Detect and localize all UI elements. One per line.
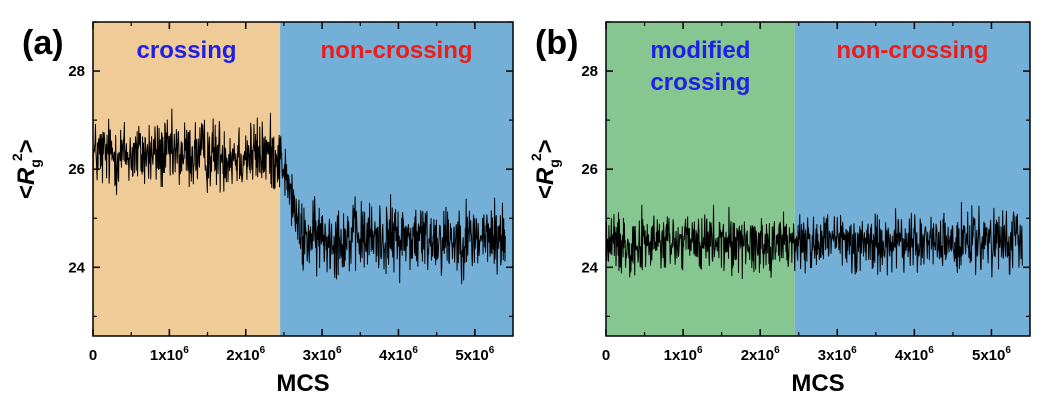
region-background-0	[606, 22, 795, 336]
x-axis-title: MCS	[791, 370, 844, 397]
region-background-1	[794, 22, 1030, 336]
y-tick-label: 28	[581, 63, 598, 80]
x-tick-label: 5x106	[455, 345, 494, 364]
x-tick-label: 3x106	[303, 345, 342, 364]
region-background-0	[93, 22, 281, 336]
y-axis-title: <Rg2>	[9, 139, 43, 199]
region-label: non-crossing	[321, 37, 473, 64]
chart-panel-b: 0 1x106 2x106 3x106 4x106 5x106 24 26 28 modified…	[528, 21, 1031, 397]
region-background-1	[280, 22, 513, 336]
plot-frame	[92, 21, 514, 337]
y-tick-label: 28	[68, 63, 85, 80]
x-tick-label: 2x106	[226, 345, 265, 364]
x-tick-label: 4x106	[895, 345, 934, 364]
x-tick-label: 3x106	[818, 345, 857, 364]
y-tick-label: 26	[68, 161, 85, 178]
chart-panel-a: 0 1x106 2x106 3x106 4x106 5x106 24 26 28 crossing…	[9, 21, 514, 397]
series-line-0	[605, 201, 1023, 280]
x-tick-label: 0	[89, 347, 97, 364]
y-tick-label: 24	[68, 259, 85, 276]
x-tick-label: 1x106	[150, 345, 189, 364]
panel-label: (b)	[535, 24, 578, 62]
y-axis-title: <Rg2>	[528, 139, 562, 199]
region-label: non-crossing	[836, 37, 988, 64]
x-tick-label: 0	[602, 347, 610, 364]
x-axis-title: MCS	[276, 370, 329, 397]
series-line-0	[92, 108, 506, 285]
region-label: modified crossing	[650, 37, 750, 96]
panel-label: (a)	[22, 24, 64, 62]
plot-frame	[605, 21, 1031, 337]
x-tick-label: 4x106	[379, 345, 418, 364]
x-tick-label: 5x106	[972, 345, 1011, 364]
y-tick-label: 24	[581, 259, 598, 276]
region-label: crossing	[137, 37, 237, 64]
x-tick-label: 2x106	[741, 345, 780, 364]
y-tick-label: 26	[581, 161, 598, 178]
x-tick-label: 1x106	[664, 345, 703, 364]
